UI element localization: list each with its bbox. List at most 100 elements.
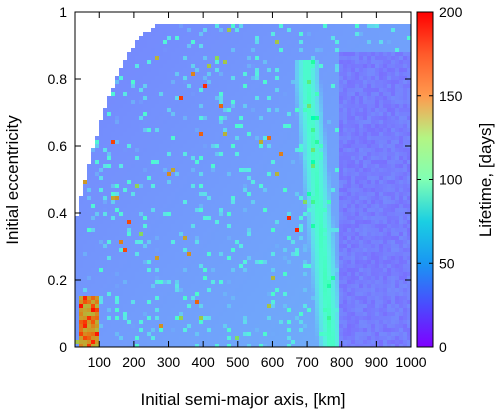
heatmap-cell <box>275 256 279 260</box>
heatmap-cell <box>311 28 315 32</box>
heatmap-cell <box>131 184 135 188</box>
heatmap-cell <box>123 152 127 156</box>
heatmap-cell <box>195 76 199 80</box>
heatmap-cell <box>227 232 231 236</box>
heatmap-cell <box>323 296 327 300</box>
heatmap-cell <box>267 292 271 296</box>
heatmap-cell <box>283 228 287 232</box>
heatmap-cell <box>139 324 143 328</box>
heatmap-cell <box>199 212 203 216</box>
heatmap-cell <box>303 252 307 256</box>
heatmap-cell <box>207 280 211 284</box>
heatmap-cell <box>251 96 255 100</box>
heatmap-cell <box>255 260 259 264</box>
heatmap-cell <box>203 244 207 248</box>
heatmap-cell <box>179 60 183 64</box>
heatmap-cell <box>211 224 215 228</box>
heatmap-cell <box>263 124 267 128</box>
heatmap-cell <box>159 76 163 80</box>
heatmap-cell <box>259 72 263 76</box>
heatmap-cell <box>135 308 139 312</box>
heatmap-cell <box>211 152 215 156</box>
heatmap-cell <box>319 224 323 228</box>
heatmap-cell <box>271 132 275 136</box>
heatmap-cell <box>187 212 191 216</box>
heatmap-cell <box>115 156 119 160</box>
heatmap-cell <box>239 344 243 347</box>
heatmap-cell <box>307 56 311 60</box>
heatmap-cell <box>151 168 155 172</box>
heatmap-cell <box>295 56 299 60</box>
heatmap-cell <box>315 128 319 132</box>
heatmap-cell <box>139 180 143 184</box>
heatmap-cell <box>283 56 287 60</box>
heatmap-cell <box>167 312 171 316</box>
heatmap-cell <box>331 328 335 332</box>
heatmap-cell <box>307 216 311 220</box>
heatmap-cell <box>307 228 311 232</box>
heatmap-cell <box>231 96 235 100</box>
heatmap-cell <box>187 292 191 296</box>
heatmap-cell <box>75 224 79 228</box>
heatmap-cell <box>315 264 319 268</box>
heatmap-cell <box>95 196 99 200</box>
heatmap-cell <box>255 100 259 104</box>
heatmap-cell <box>111 340 115 344</box>
heatmap-cell <box>119 180 123 184</box>
heatmap-cell <box>223 48 227 52</box>
heatmap-cell <box>243 240 247 244</box>
heatmap-cell <box>139 80 143 84</box>
heatmap-cell <box>331 344 335 347</box>
heatmap-cell <box>291 24 295 28</box>
heatmap-cell <box>87 284 91 288</box>
heatmap-cell <box>271 216 275 220</box>
heatmap-cell <box>223 28 227 32</box>
heatmap-cell <box>163 328 167 332</box>
heatmap-cell <box>195 124 199 128</box>
heatmap-cell <box>243 180 247 184</box>
heatmap-cell <box>251 144 255 148</box>
heatmap-cell <box>251 276 255 280</box>
heatmap-cell <box>279 36 283 40</box>
heatmap-cell <box>175 244 179 248</box>
heatmap-cell <box>179 324 183 328</box>
heatmap-cell <box>179 44 183 48</box>
heatmap-cell <box>251 204 255 208</box>
heatmap-cell <box>299 140 303 144</box>
heatmap-cell <box>103 296 107 300</box>
heatmap-cell <box>191 184 195 188</box>
heatmap-cell <box>267 248 271 252</box>
heatmap-cell <box>275 276 279 280</box>
heatmap-cell <box>251 72 255 76</box>
heatmap-cell <box>247 36 251 40</box>
heatmap-cell <box>183 244 187 248</box>
heatmap-cell <box>283 28 287 32</box>
heatmap-cell <box>75 256 79 260</box>
heatmap-cell <box>103 260 107 264</box>
heatmap-cell <box>215 244 219 248</box>
heatmap-cell <box>123 264 127 268</box>
heatmap-cell <box>247 44 251 48</box>
heatmap-cell <box>87 184 91 188</box>
heatmap-cell <box>315 164 319 168</box>
heatmap-cell <box>147 164 151 168</box>
heatmap-cell <box>303 260 307 264</box>
heatmap-cell <box>207 124 211 128</box>
heatmap-cell <box>143 192 147 196</box>
heatmap-cell <box>123 68 127 72</box>
heatmap-cell <box>243 100 247 104</box>
heatmap-cell <box>327 244 331 248</box>
heatmap-cell <box>147 100 151 104</box>
heatmap-cell <box>295 160 299 164</box>
heatmap-cell <box>283 220 287 224</box>
heatmap-cell <box>271 204 275 208</box>
heatmap-cell <box>255 300 259 304</box>
heatmap-cell <box>135 140 139 144</box>
heatmap-cell <box>119 100 123 104</box>
heatmap-cell <box>211 160 215 164</box>
heatmap-cell <box>279 256 283 260</box>
heatmap-cell <box>127 188 131 192</box>
heatmap-cell <box>91 292 95 296</box>
heatmap-cell <box>331 72 335 76</box>
heatmap-cell <box>171 24 175 28</box>
